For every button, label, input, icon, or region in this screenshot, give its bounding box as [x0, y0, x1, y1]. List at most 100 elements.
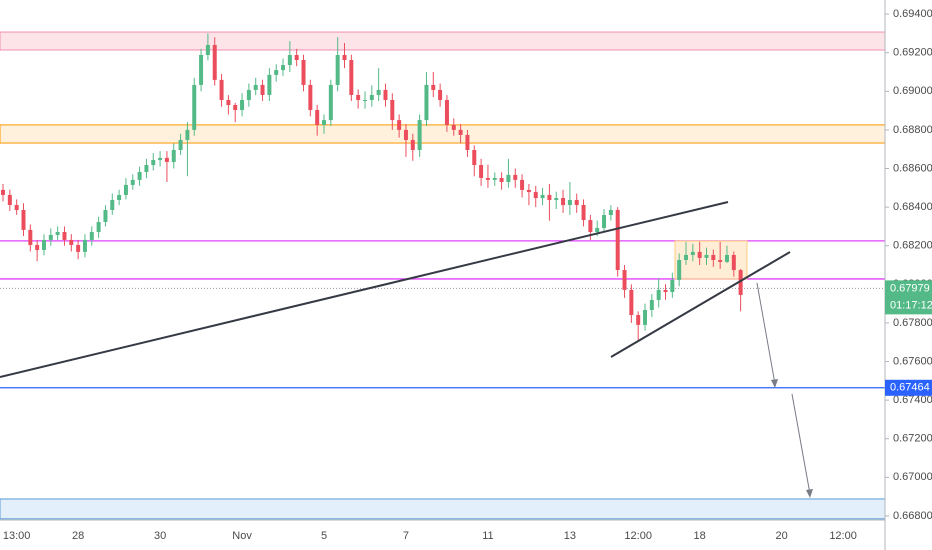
candle-body	[602, 215, 607, 228]
y-tick-label: 0.68400	[893, 201, 932, 213]
candle-body	[356, 94, 361, 100]
candle-body	[622, 270, 627, 290]
candle-body	[595, 227, 600, 233]
x-tick-label: 5	[321, 530, 327, 542]
zones	[0, 31, 886, 520]
candle-body	[724, 254, 729, 262]
candle-body	[41, 239, 46, 250]
candle-body	[178, 139, 183, 150]
candle-body	[294, 55, 299, 61]
candle-body	[615, 210, 620, 271]
candle-body	[656, 289, 661, 300]
candle-body	[574, 199, 579, 205]
candle-body	[267, 74, 272, 95]
candle-body	[444, 99, 449, 125]
price-labels: 0.67464 0.67979 01:17:12	[885, 280, 932, 396]
x-tick-label: 12:00	[829, 530, 857, 542]
x-tick-label: 30	[154, 530, 166, 542]
candle-body	[520, 179, 525, 190]
candle-body	[308, 84, 313, 111]
candle-body	[342, 55, 347, 61]
x-tick-label: Nov	[232, 530, 252, 542]
candle-body	[96, 221, 101, 233]
candle-body	[554, 198, 559, 200]
candle-body	[663, 289, 668, 293]
y-tick-label: 0.67400	[893, 394, 932, 406]
candle-body	[684, 254, 688, 260]
candle-body	[35, 244, 40, 250]
candle-body	[533, 192, 538, 199]
candle-body	[315, 110, 320, 125]
trend-line	[610, 251, 791, 358]
candle-body	[711, 254, 716, 260]
candle-body	[485, 177, 490, 180]
candle-body	[588, 220, 593, 233]
candle-body	[69, 239, 74, 245]
candle-body	[123, 184, 128, 195]
candle-body	[677, 260, 682, 280]
candle-body	[14, 204, 19, 211]
y-tick-label: 0.69200	[893, 47, 932, 59]
candle-body	[322, 120, 327, 125]
candle-body	[7, 194, 12, 205]
candle-body	[506, 174, 511, 183]
candle-body	[151, 160, 156, 166]
candle-body	[718, 260, 723, 262]
candle-body	[547, 194, 552, 200]
candle-body	[410, 139, 415, 150]
y-tick-label: 0.67200	[893, 433, 932, 445]
arrow	[756, 282, 776, 385]
candles	[1, 33, 743, 341]
candle-body	[369, 94, 374, 100]
y-tick-label: 0.68800	[893, 124, 932, 136]
candle-body	[117, 194, 122, 200]
candle-body	[376, 89, 381, 95]
candle-body	[246, 89, 251, 100]
candle-body	[397, 120, 402, 130]
candle-body	[199, 55, 204, 85]
candle-body	[328, 84, 333, 121]
candle-body	[130, 179, 135, 185]
y-tick-label: 0.67000	[893, 471, 932, 483]
last-price-label: 0.67979	[890, 282, 930, 294]
arrow	[791, 393, 811, 495]
candle-body	[362, 99, 367, 101]
candle-body	[561, 198, 566, 205]
candle-body	[21, 210, 26, 230]
candle-body	[28, 229, 33, 245]
candle-body	[205, 44, 210, 56]
candle-body	[690, 251, 695, 255]
y-tick-label: 0.68600	[893, 162, 932, 174]
candle-body	[171, 149, 176, 162]
candle-body	[1, 189, 5, 195]
arrow-head	[806, 489, 813, 498]
y-tick-label: 0.67600	[893, 355, 932, 367]
candle-body	[144, 165, 149, 172]
candle-body	[349, 60, 354, 95]
candle-body	[643, 309, 648, 325]
candle-body	[233, 105, 238, 111]
candle-body	[82, 239, 87, 252]
candle-body	[540, 194, 545, 199]
candle-body	[424, 84, 429, 121]
candle-body	[499, 177, 504, 183]
candle-body	[164, 157, 169, 162]
candle-body	[513, 174, 518, 180]
last-price-box	[885, 280, 932, 315]
candle-body	[335, 55, 340, 85]
candle-body	[403, 129, 408, 140]
x-tick-label: 12:00	[624, 530, 652, 542]
candle-body	[103, 210, 108, 222]
candle-body	[281, 65, 286, 71]
zone	[0, 498, 886, 520]
candle-body	[458, 129, 463, 135]
candle-body	[670, 279, 675, 293]
candle-body	[158, 157, 163, 161]
y-tick-label: 0.67800	[893, 317, 932, 329]
candle-body	[581, 204, 586, 221]
candle-body	[192, 84, 197, 130]
candle-body	[526, 189, 531, 193]
candle-body	[274, 70, 279, 75]
x-tick-label: 7	[403, 530, 409, 542]
